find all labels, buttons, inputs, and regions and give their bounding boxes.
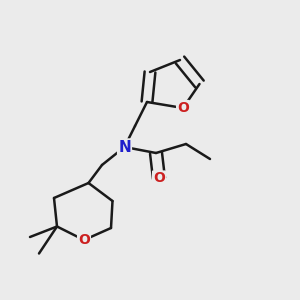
Text: O: O bbox=[153, 172, 165, 185]
Text: O: O bbox=[78, 233, 90, 247]
Text: O: O bbox=[177, 101, 189, 115]
Text: N: N bbox=[118, 140, 131, 154]
